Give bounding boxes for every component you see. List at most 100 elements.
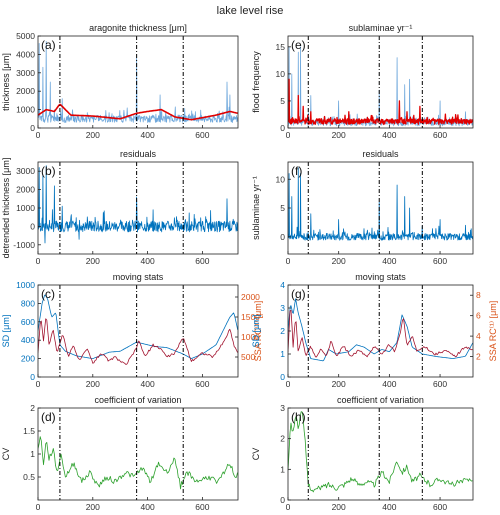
y-tick-label: 0.5 <box>23 472 35 482</box>
panel-label: (h) <box>291 410 306 424</box>
y-axis-label: thickness [μm] <box>1 53 11 111</box>
x-tick-label: 400 <box>382 502 396 512</box>
x-tick-label: 400 <box>382 130 396 140</box>
x-tick-label: 0 <box>36 379 41 389</box>
y-tick-label: 0 <box>30 221 35 231</box>
axes-box <box>287 35 474 129</box>
x-tick-label: 600 <box>433 379 447 389</box>
panel-title: sublaminae yr⁻¹ <box>349 23 413 33</box>
panel-label: (c) <box>41 287 55 301</box>
panel-title: moving stats <box>113 272 164 282</box>
y-right-tick-label: 2 <box>476 352 481 362</box>
series-line-1 <box>38 41 238 123</box>
series-line-1 <box>38 294 238 359</box>
series-line-1 <box>288 46 473 127</box>
axes-box <box>287 161 474 255</box>
x-tick-label: 400 <box>382 379 396 389</box>
y-right-axis-label: SSA RC⁽¹⁾ [μm] <box>253 301 263 362</box>
panel-title: residuals <box>120 149 157 159</box>
x-tick-label: 600 <box>195 130 209 140</box>
x-tick-label: 0 <box>36 130 41 140</box>
y-tick-label: 0 <box>30 123 35 133</box>
y-axis-label: CV <box>1 448 11 461</box>
panel-e: sublaminae yr⁻¹ 0 200 400 600 0 5 10 15 flood fre… <box>251 23 474 140</box>
axes-box <box>37 35 239 129</box>
y-tick-label: 0 <box>280 495 285 505</box>
y-tick-label: 5000 <box>16 31 35 41</box>
panel-title: coefficient of variation <box>337 395 424 405</box>
y-tick-label: 1000 <box>16 203 35 213</box>
y-right-tick-label: 2000 <box>241 292 260 302</box>
plot-area <box>38 294 238 365</box>
x-tick-label: 200 <box>86 502 100 512</box>
x-tick-label: 0 <box>286 379 291 389</box>
series-line-1 <box>288 167 473 241</box>
x-tick-label: 600 <box>433 256 447 266</box>
y-right-tick-label: 500 <box>241 352 255 362</box>
plot-area <box>38 165 238 244</box>
y-right-tick-label: 1000 <box>241 332 260 342</box>
panel-c: moving stats 0 200 400 600 0 200 400 600 800 1000 5… <box>1 272 263 389</box>
y-right-tick-label: 4 <box>476 331 481 341</box>
y-tick-label: 1 <box>280 464 285 474</box>
y-axis-label: sublaminae yr⁻¹ <box>251 176 261 240</box>
plot-area <box>38 41 238 123</box>
panel-label: (d) <box>41 410 56 424</box>
x-tick-label: 400 <box>140 502 154 512</box>
x-tick-label: 600 <box>195 256 209 266</box>
panel-title: coefficient of variation <box>95 395 182 405</box>
x-tick-label: 200 <box>332 256 346 266</box>
y-tick-label: 3 <box>280 303 285 313</box>
y-tick-label: 1 <box>30 449 35 459</box>
y-axis-label: CV <box>251 448 261 461</box>
y-tick-label: 1000 <box>16 105 35 115</box>
x-tick-label: 600 <box>433 130 447 140</box>
y-tick-label: 4000 <box>16 49 35 59</box>
x-tick-label: 0 <box>36 256 41 266</box>
y-tick-label: 2 <box>280 434 285 444</box>
x-tick-label: 400 <box>140 130 154 140</box>
y-right-tick-label: 8 <box>476 290 481 300</box>
x-tick-label: 200 <box>86 130 100 140</box>
x-tick-label: 400 <box>140 379 154 389</box>
y-tick-label: 2000 <box>16 185 35 195</box>
y-tick-label: 2 <box>280 326 285 336</box>
panel-label: (b) <box>41 164 56 178</box>
y-tick-label: 600 <box>21 317 35 327</box>
y-tick-label: -1000 <box>13 240 35 250</box>
plot-area <box>288 167 473 241</box>
panel-title: residuals <box>362 149 399 159</box>
y-tick-label: 0 <box>280 232 285 242</box>
y-tick-label: 5 <box>280 203 285 213</box>
panel-title: moving stats <box>355 272 406 282</box>
panel-label: (g) <box>291 287 306 301</box>
panel-title: aragonite thickness [μm] <box>89 23 187 33</box>
y-tick-label: 0 <box>280 123 285 133</box>
x-tick-label: 400 <box>382 256 396 266</box>
series-line-2 <box>288 309 473 358</box>
series-line-2 <box>288 78 473 125</box>
y-tick-label: 10 <box>276 174 286 184</box>
y-tick-label: 400 <box>21 335 35 345</box>
x-tick-label: 600 <box>195 502 209 512</box>
x-tick-label: 200 <box>332 502 346 512</box>
x-tick-label: 600 <box>195 379 209 389</box>
panels: aragonite thickness [μm]0 200 400 600010002… <box>1 23 498 512</box>
y-tick-label: 3000 <box>16 68 35 78</box>
series-line-1 <box>288 411 473 493</box>
y-tick-label: 0 <box>280 372 285 382</box>
y-tick-label: 200 <box>21 354 35 364</box>
series-line-2 <box>38 318 238 365</box>
y-tick-label: 5 <box>280 96 285 106</box>
y-tick-label: 1.5 <box>23 426 35 436</box>
x-tick-label: 400 <box>140 256 154 266</box>
y-right-tick-label: 1500 <box>241 312 260 322</box>
y-axis-label: SD [μm] <box>1 315 11 348</box>
x-tick-label: 0 <box>36 502 41 512</box>
y-tick-label: 800 <box>21 298 35 308</box>
panel-h: coefficient of variation 0 200 400 600 0 1 2 3 CV… <box>251 395 474 512</box>
y-axis-label: SD [μm] <box>251 315 261 348</box>
